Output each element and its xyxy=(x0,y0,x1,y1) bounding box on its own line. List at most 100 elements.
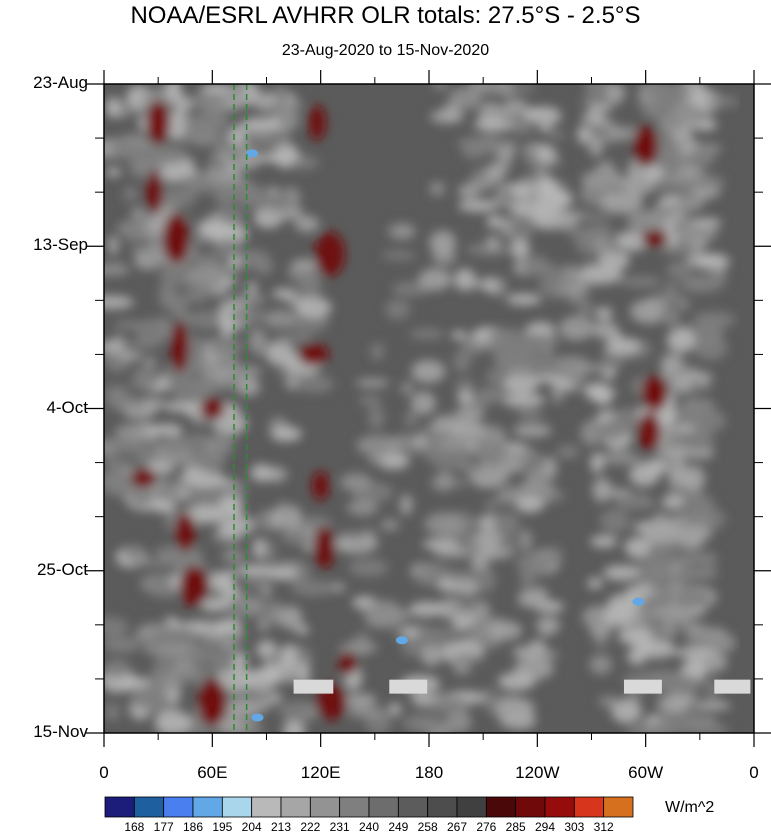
olr-cloud-cell xyxy=(683,449,715,459)
olr-cloud-cell xyxy=(678,620,704,633)
olr-cloud-cell xyxy=(341,693,378,708)
olr-cloud-cell xyxy=(186,236,212,246)
olr-cloud-cell xyxy=(340,641,378,654)
olr-cloud-cell xyxy=(295,296,332,319)
olr-cloud-cell xyxy=(541,179,555,194)
olr-cloud-cell xyxy=(422,538,460,551)
olr-cloud-cell xyxy=(540,456,558,480)
olr-cloud-cell xyxy=(561,265,581,279)
olr-cloud-cell xyxy=(228,596,246,620)
olr-cloud-cell xyxy=(391,281,431,297)
olr-cloud-cell xyxy=(650,84,692,103)
olr-cloud-cell xyxy=(337,530,363,540)
olr-cloud-cell xyxy=(644,166,665,181)
olr-low-spot xyxy=(251,713,264,722)
olr-low-spot xyxy=(395,636,408,645)
olr-cloud-cell xyxy=(259,581,273,599)
chart-subtitle: 23-Aug-2020 to 15-Nov-2020 xyxy=(281,42,490,59)
olr-dry-patch xyxy=(637,412,662,451)
olr-cloud-cell xyxy=(668,524,713,542)
olr-cloud-cell xyxy=(673,512,689,524)
colorbar-level-label: 186 xyxy=(182,820,204,834)
olr-cloud-cell xyxy=(429,181,446,196)
olr-cloud-cell xyxy=(112,472,132,498)
olr-cloud-cell xyxy=(166,84,182,102)
olr-cloud-cell xyxy=(676,197,705,211)
olr-cloud-cell xyxy=(256,513,274,531)
olr-cloud-cell xyxy=(129,375,160,391)
olr-cloud-cell xyxy=(457,388,474,406)
olr-cloud-cell xyxy=(495,697,535,720)
olr-cloud-cell xyxy=(229,307,266,324)
olr-cloud-cell xyxy=(599,509,631,533)
olr-cloud-cell xyxy=(518,529,533,552)
olr-cloud-cell xyxy=(104,340,120,352)
olr-cloud-cell xyxy=(674,172,702,182)
olr-cloud-cell xyxy=(282,719,306,733)
olr-cloud-cell xyxy=(515,497,544,513)
olr-cloud-cell xyxy=(175,671,193,683)
colorbar-level-label: 294 xyxy=(534,820,556,834)
olr-cloud-cell xyxy=(429,230,456,256)
olr-cloud-cell xyxy=(475,567,496,593)
colorbar-swatch xyxy=(427,796,458,818)
olr-cloud-cell xyxy=(104,261,126,272)
olr-cloud-cell xyxy=(235,688,277,702)
olr-cloud-cell xyxy=(288,262,316,274)
olr-cloud-cell xyxy=(131,245,167,257)
chart-title: NOAA/ESRL AVHRR OLR totals: 27.5°S - 2.5… xyxy=(130,2,641,29)
olr-cloud-cell xyxy=(418,268,452,291)
olr-cloud-cell xyxy=(629,463,660,487)
olr-cloud-cell xyxy=(473,118,515,132)
olr-cloud-cell xyxy=(410,391,436,415)
colorbar-level-label: 231 xyxy=(329,820,350,834)
olr-cloud-cell xyxy=(202,631,219,645)
olr-cloud-cell xyxy=(511,180,535,200)
olr-cloud-cell xyxy=(105,167,122,178)
olr-cloud-cell xyxy=(104,658,131,679)
olr-cloud-cell xyxy=(681,659,707,679)
y-tick-label: 15-Nov xyxy=(33,722,88,741)
olr-cloud-cell xyxy=(377,451,410,470)
colorbar-swatch xyxy=(485,796,517,818)
olr-cloud-cell xyxy=(664,281,679,293)
olr-cloud-cell xyxy=(154,710,192,733)
colorbar-level-label: 177 xyxy=(153,820,174,834)
olr-dry-patch xyxy=(298,342,329,366)
olr-cloud-cell xyxy=(358,394,382,407)
olr-cloud-cell xyxy=(162,440,191,453)
olr-cloud-cell xyxy=(693,336,728,361)
olr-cloud-cell xyxy=(356,435,398,456)
olr-cloud-cell xyxy=(551,387,564,404)
olr-cloud-cell xyxy=(135,626,153,642)
olr-cloud-cell xyxy=(107,235,120,255)
olr-cloud-cell xyxy=(104,452,118,470)
olr-cloud-cell xyxy=(453,576,481,597)
olr-cloud-cell xyxy=(624,537,651,558)
olr-cloud-cell xyxy=(557,355,590,376)
olr-cloud-cell xyxy=(370,342,385,361)
olr-cloud-cell xyxy=(643,603,674,621)
olr-cloud-cell xyxy=(543,492,566,501)
olr-cloud-cell xyxy=(155,315,172,340)
olr-cloud-cell xyxy=(603,605,632,627)
olr-cloud-cell xyxy=(455,378,475,392)
olr-cloud-cell xyxy=(112,358,130,372)
olr-cloud-cell xyxy=(168,509,181,519)
olr-cloud-cell xyxy=(636,640,676,659)
olr-dry-patch xyxy=(338,651,358,676)
y-tick-label: 25-Oct xyxy=(36,559,88,579)
olr-cloud-cell xyxy=(252,537,266,560)
olr-cloud-cell xyxy=(525,466,545,492)
olr-cloud-cell xyxy=(587,104,613,113)
olr-cloud-cell xyxy=(510,237,530,260)
olr-cloud-cell xyxy=(603,564,641,581)
olr-cloud-cell xyxy=(217,523,242,538)
olr-cloud-cell xyxy=(578,296,592,321)
x-tick-label: 180 xyxy=(414,763,444,782)
olr-cloud-cell xyxy=(532,189,574,209)
olr-cloud-cell xyxy=(692,147,716,167)
olr-cloud-cell xyxy=(385,299,411,320)
olr-cloud-cell xyxy=(476,548,506,560)
olr-cloud-cell xyxy=(116,676,153,691)
